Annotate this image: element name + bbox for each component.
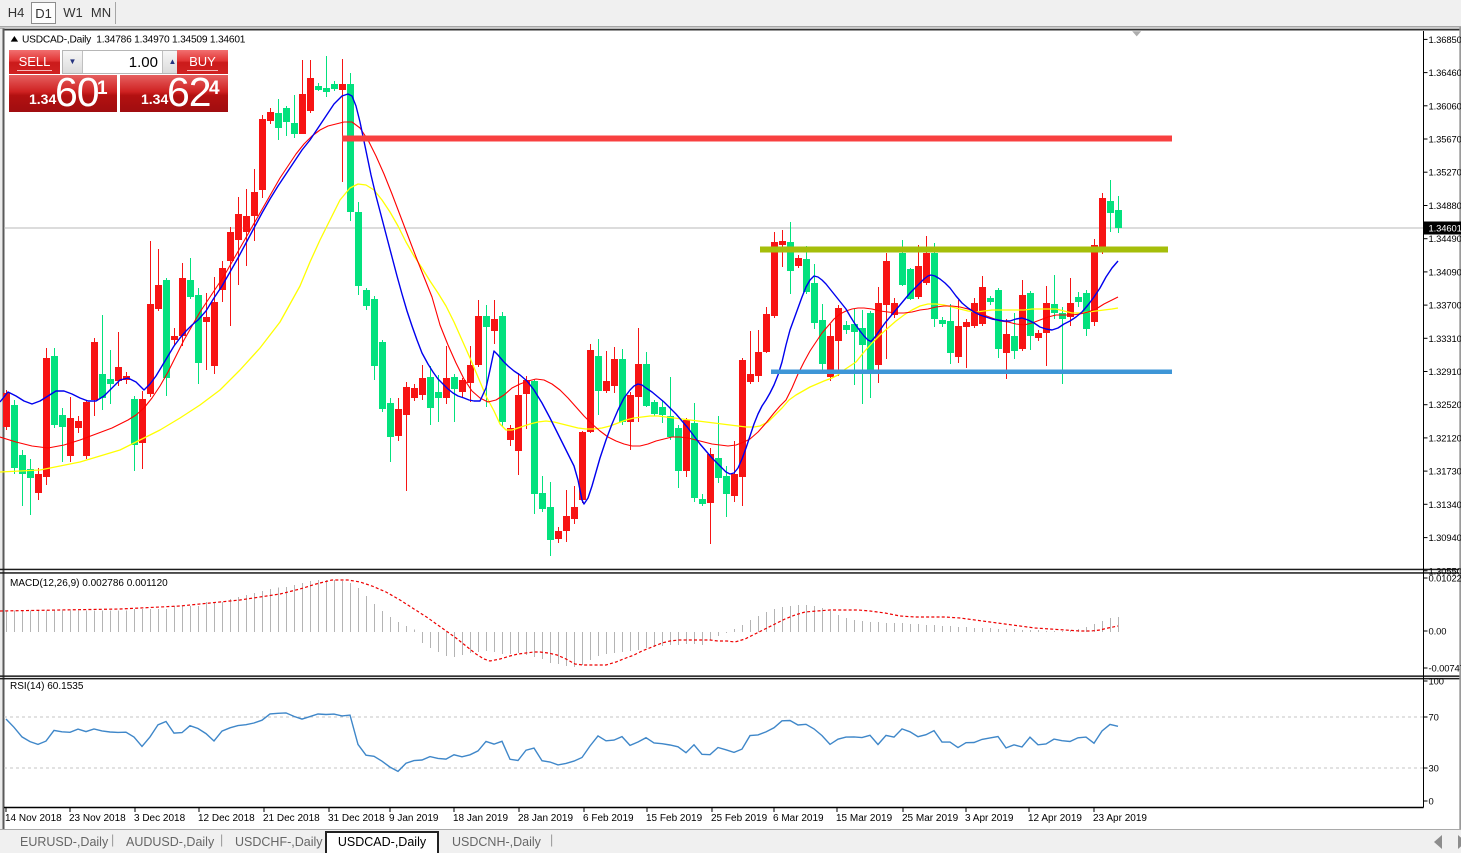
svg-text:30: 30 [1429,763,1439,774]
svg-text:0.010225: 0.010225 [1429,573,1461,584]
svg-text:0: 0 [1429,796,1434,807]
svg-text:RSI(14) 60.1535: RSI(14) 60.1535 [10,681,84,692]
svg-text:6 Feb 2019: 6 Feb 2019 [583,813,634,824]
svg-text:1.36460: 1.36460 [1429,67,1461,78]
svg-text:1.30940: 1.30940 [1429,532,1461,543]
svg-text:21 Dec 2018: 21 Dec 2018 [263,813,320,824]
svg-text:3 Apr 2019: 3 Apr 2019 [965,813,1014,824]
svg-text:100: 100 [1429,676,1444,687]
svg-text:70: 70 [1429,712,1439,723]
svg-text:12 Dec 2018: 12 Dec 2018 [198,813,255,824]
svg-text:1.33700: 1.33700 [1429,300,1461,311]
svg-text:1.33310: 1.33310 [1429,333,1461,344]
svg-text:0.00: 0.00 [1429,626,1447,637]
svg-text:USDCAD-,Daily 1.34786 1.34970: USDCAD-,Daily 1.34786 1.34970 1.34509 1.… [22,35,246,46]
svg-text:12 Apr 2019: 12 Apr 2019 [1028,813,1082,824]
svg-text:1.32520: 1.32520 [1429,399,1461,410]
svg-text:1.31730: 1.31730 [1429,466,1461,477]
svg-text:-0.00747: -0.00747 [1429,663,1461,674]
svg-text:28 Jan 2019: 28 Jan 2019 [518,813,573,824]
svg-text:1.35670: 1.35670 [1429,134,1461,145]
svg-text:15 Feb 2019: 15 Feb 2019 [646,813,703,824]
svg-text:1.34880: 1.34880 [1429,200,1461,211]
svg-text:1.32120: 1.32120 [1429,432,1461,443]
svg-text:6 Mar 2019: 6 Mar 2019 [773,813,824,824]
svg-text:1.36850: 1.36850 [1429,34,1461,45]
svg-text:23 Nov 2018: 23 Nov 2018 [69,813,126,824]
svg-text:14 Nov 2018: 14 Nov 2018 [5,813,62,824]
svg-text:1.34490: 1.34490 [1429,233,1461,244]
svg-text:25 Mar 2019: 25 Mar 2019 [902,813,959,824]
svg-text:1.34601: 1.34601 [1429,223,1461,234]
svg-text:3 Dec 2018: 3 Dec 2018 [134,813,186,824]
svg-text:1.32910: 1.32910 [1429,366,1461,377]
svg-text:31 Dec 2018: 31 Dec 2018 [328,813,385,824]
svg-text:23 Apr 2019: 23 Apr 2019 [1093,813,1147,824]
svg-text:25 Feb 2019: 25 Feb 2019 [711,813,768,824]
svg-text:18 Jan 2019: 18 Jan 2019 [453,813,508,824]
svg-text:15 Mar 2019: 15 Mar 2019 [836,813,893,824]
svg-text:1.34090: 1.34090 [1429,266,1461,277]
svg-text:9 Jan 2019: 9 Jan 2019 [389,813,439,824]
svg-text:1.36060: 1.36060 [1429,100,1461,111]
svg-text:MACD(12,26,9) 0.002786 0.00112: MACD(12,26,9) 0.002786 0.001120 [10,578,168,589]
svg-text:1.35270: 1.35270 [1429,167,1461,178]
svg-text:1.31340: 1.31340 [1429,499,1461,510]
